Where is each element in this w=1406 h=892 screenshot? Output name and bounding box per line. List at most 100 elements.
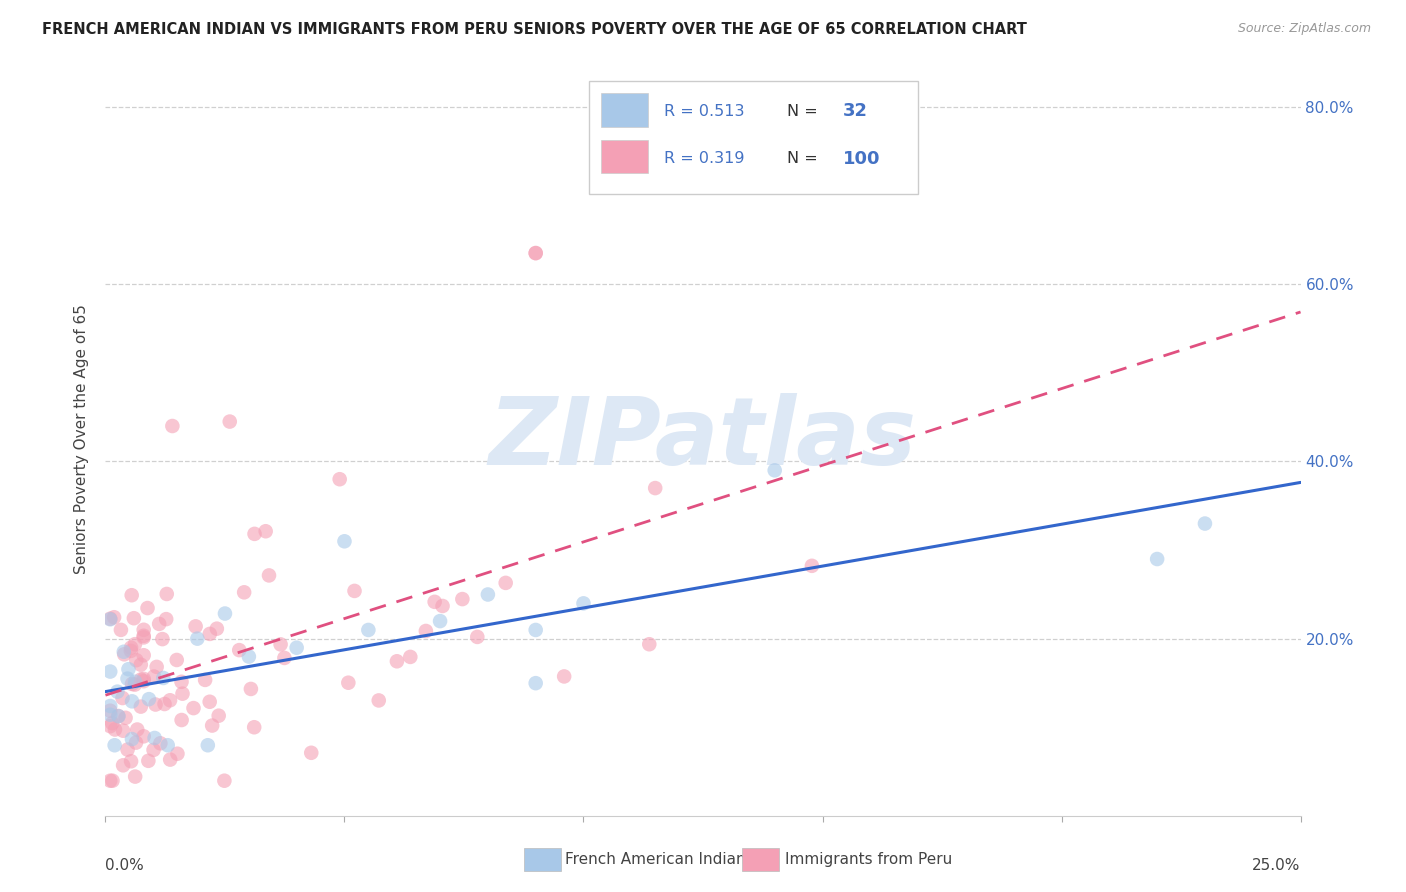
Point bbox=[124, 674, 146, 689]
Point bbox=[138, 754, 160, 768]
Point bbox=[214, 773, 236, 788]
Y-axis label: Seniors Poverty Over the Age of 65: Seniors Poverty Over the Age of 65 bbox=[75, 304, 90, 574]
Point bbox=[337, 675, 360, 690]
Point bbox=[143, 731, 166, 745]
Point bbox=[415, 624, 437, 638]
Point bbox=[273, 651, 295, 665]
Point bbox=[357, 623, 380, 637]
Point bbox=[120, 644, 142, 658]
Point bbox=[98, 719, 121, 733]
Point bbox=[477, 587, 499, 601]
Point bbox=[763, 463, 786, 477]
Point bbox=[117, 672, 139, 686]
Point bbox=[183, 701, 205, 715]
Point bbox=[98, 612, 121, 626]
Point bbox=[121, 588, 143, 602]
Point bbox=[129, 657, 152, 672]
Point bbox=[156, 738, 179, 752]
Point bbox=[110, 623, 132, 637]
Text: N =: N = bbox=[787, 152, 817, 167]
Point bbox=[98, 698, 121, 713]
Point bbox=[524, 246, 547, 260]
Text: R = 0.319: R = 0.319 bbox=[664, 152, 744, 167]
Point bbox=[170, 674, 193, 689]
Point bbox=[98, 707, 121, 722]
Text: Immigrants from Peru: Immigrants from Peru bbox=[785, 853, 952, 867]
Point bbox=[120, 640, 142, 655]
Point bbox=[152, 632, 174, 646]
Point bbox=[111, 691, 134, 706]
Point bbox=[172, 687, 194, 701]
Point bbox=[201, 718, 224, 732]
Point bbox=[107, 684, 129, 698]
Point bbox=[132, 729, 155, 743]
Point bbox=[257, 568, 280, 582]
Point bbox=[101, 716, 124, 731]
Point bbox=[101, 773, 124, 788]
Point bbox=[121, 677, 143, 691]
Point bbox=[114, 711, 136, 725]
Point bbox=[198, 695, 221, 709]
Point bbox=[333, 534, 356, 549]
Point bbox=[800, 558, 823, 573]
Point bbox=[205, 622, 228, 636]
Point bbox=[299, 746, 322, 760]
Point bbox=[156, 587, 179, 601]
Point bbox=[197, 738, 219, 752]
Point bbox=[644, 481, 666, 495]
Point bbox=[343, 583, 366, 598]
Point bbox=[238, 649, 260, 664]
Point bbox=[98, 665, 121, 679]
Point bbox=[129, 673, 152, 687]
Point bbox=[142, 743, 165, 757]
Point bbox=[149, 736, 172, 750]
Point bbox=[124, 637, 146, 651]
Text: FRENCH AMERICAN INDIAN VS IMMIGRANTS FROM PERU SENIORS POVERTY OVER THE AGE OF 6: FRENCH AMERICAN INDIAN VS IMMIGRANTS FRO… bbox=[42, 22, 1026, 37]
FancyBboxPatch shape bbox=[589, 81, 918, 194]
Point bbox=[98, 612, 121, 626]
Point bbox=[233, 585, 256, 599]
Point bbox=[228, 643, 250, 657]
Point bbox=[159, 693, 181, 707]
Point bbox=[98, 773, 121, 788]
Point bbox=[451, 592, 474, 607]
Point bbox=[112, 758, 135, 772]
Point bbox=[122, 611, 145, 625]
Point bbox=[117, 742, 139, 756]
Point bbox=[132, 672, 155, 686]
Point bbox=[143, 669, 166, 683]
Point bbox=[107, 709, 129, 723]
Point bbox=[524, 246, 547, 260]
Point bbox=[367, 693, 389, 707]
Point bbox=[112, 648, 135, 662]
Point bbox=[124, 678, 146, 692]
Point bbox=[125, 736, 148, 750]
Point bbox=[243, 720, 266, 734]
Point bbox=[112, 645, 135, 659]
Point bbox=[129, 699, 152, 714]
Point bbox=[495, 575, 517, 590]
Point bbox=[270, 637, 292, 651]
Point bbox=[153, 697, 176, 711]
Point bbox=[107, 709, 129, 723]
Point bbox=[132, 648, 155, 663]
Point bbox=[638, 637, 661, 651]
Point bbox=[112, 723, 135, 738]
Point bbox=[524, 623, 547, 637]
Point bbox=[152, 671, 174, 685]
Point bbox=[104, 738, 127, 752]
Point bbox=[145, 698, 167, 712]
Point bbox=[166, 747, 188, 761]
Point bbox=[524, 676, 547, 690]
Point bbox=[429, 614, 451, 628]
FancyBboxPatch shape bbox=[602, 140, 648, 173]
Point bbox=[423, 595, 446, 609]
Point bbox=[166, 653, 188, 667]
Text: 32: 32 bbox=[842, 103, 868, 120]
Text: 25.0%: 25.0% bbox=[1253, 857, 1301, 872]
Point bbox=[432, 599, 454, 613]
Point bbox=[159, 753, 181, 767]
Text: Source: ZipAtlas.com: Source: ZipAtlas.com bbox=[1237, 22, 1371, 36]
Point bbox=[138, 692, 160, 706]
Point bbox=[121, 732, 143, 747]
